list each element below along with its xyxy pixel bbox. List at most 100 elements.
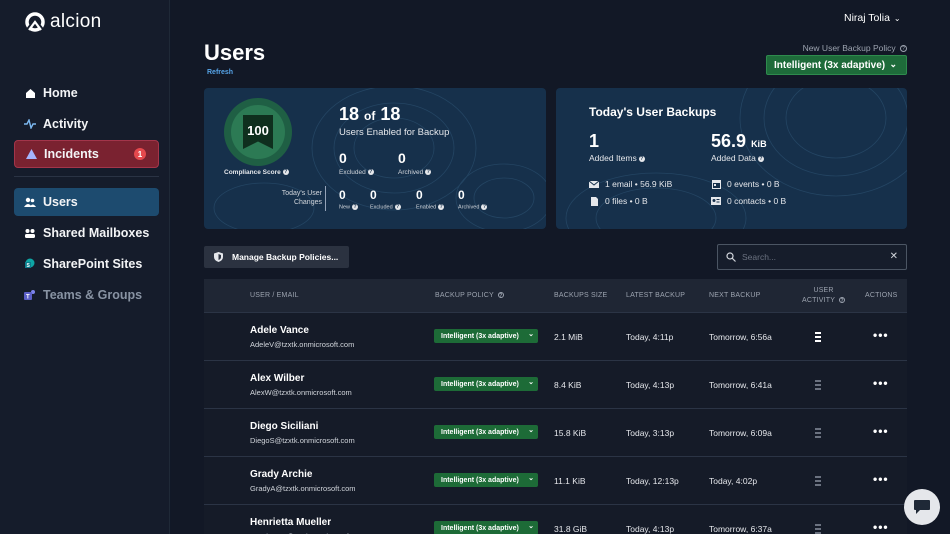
backups-title: Today's User Backups <box>589 105 717 119</box>
sidebar-item-users[interactable]: Users <box>14 188 159 216</box>
sidebar-item-incidents[interactable]: Incidents 1 <box>14 140 159 168</box>
activity-header-text: ACTIVITY <box>802 297 835 304</box>
sidebar-item-activity[interactable]: Activity <box>14 110 159 138</box>
user-activity-icon[interactable] <box>815 524 821 534</box>
enabled-change-count: 0 <box>416 188 423 202</box>
more-actions-icon[interactable]: ••• <box>873 328 889 342</box>
backup-size: 31.8 GiB <box>554 524 588 534</box>
sharepoint-icon: S <box>24 258 36 270</box>
more-actions-icon[interactable]: ••• <box>873 424 889 438</box>
backup-policy-select[interactable]: Intelligent (3x adaptive) ⌄ <box>434 425 538 439</box>
user-activity-icon[interactable] <box>815 332 821 342</box>
backup-policy-select[interactable]: Intelligent (3x adaptive) ⌄ <box>434 329 538 343</box>
archived-count: 0 <box>398 150 406 166</box>
enabled-change-label: Enabled? <box>416 204 445 210</box>
next-backup: Tomorrow, 6:41a <box>709 380 772 390</box>
compliance-score-label: Compliance Score? <box>224 169 289 176</box>
close-icon[interactable]: ✕ <box>889 251 898 262</box>
column-header-size[interactable]: BACKUPS SIZE <box>554 292 608 299</box>
teams-icon: T <box>24 289 36 301</box>
backup-policy-select[interactable]: Intelligent (3x adaptive) ⌄ <box>434 521 538 534</box>
of-text: of <box>364 109 376 123</box>
help-icon[interactable]: ? <box>638 155 645 162</box>
more-actions-icon[interactable]: ••• <box>873 376 889 390</box>
mailbox-icon <box>24 227 36 239</box>
user-name[interactable]: Grady Archie <box>250 469 313 480</box>
table-row[interactable]: Henrietta Mueller HenriettaM@tzxtk.onmicr… <box>204 505 907 534</box>
help-icon[interactable]: ? <box>757 155 764 162</box>
policy-select-value: Intelligent (3x adaptive) <box>774 59 886 71</box>
more-actions-icon[interactable]: ••• <box>873 520 889 534</box>
user-name[interactable]: Henrietta Mueller <box>250 517 332 528</box>
help-icon[interactable]: ? <box>481 204 488 210</box>
more-actions-icon[interactable]: ••• <box>873 472 889 486</box>
compliance-score-inner: 100 <box>231 105 285 159</box>
excluded-count: 0 <box>339 150 347 166</box>
new-policy-label: New User Backup Policy ? <box>803 43 907 53</box>
user-activity-icon[interactable] <box>815 476 821 486</box>
calendar-icon <box>711 179 721 189</box>
policy-header-text: BACKUP POLICY <box>435 292 494 299</box>
incidents-badge: 1 <box>134 148 146 160</box>
help-icon[interactable]: ? <box>438 204 445 210</box>
manage-backup-policies-button[interactable]: Manage Backup Policies... <box>204 246 349 268</box>
svg-text:S: S <box>27 263 31 269</box>
sidebar-item-label: Teams & Groups <box>43 288 143 302</box>
column-header-activity[interactable]: USER ACTIVITY ? <box>802 286 846 306</box>
table-row[interactable]: Grady Archie GradyA@tzxtk.onmicrosoft.com… <box>204 457 907 505</box>
chat-support-button[interactable] <box>904 489 940 525</box>
help-icon[interactable]: ? <box>900 45 907 53</box>
help-icon[interactable]: ? <box>367 169 374 176</box>
home-icon <box>24 87 36 99</box>
sidebar-item-home[interactable]: Home <box>14 79 159 107</box>
column-header-user[interactable]: USER / EMAIL <box>250 292 299 299</box>
user-menu[interactable]: Niraj Tolia ⌄ <box>844 9 924 27</box>
users-icon <box>24 196 36 208</box>
column-header-next[interactable]: NEXT BACKUP <box>709 292 761 299</box>
table-row[interactable]: Alex Wilber AlexW@tzxtk.onmicrosoft.com In… <box>204 361 907 409</box>
help-icon[interactable]: ? <box>394 204 401 210</box>
search-input[interactable] <box>742 252 882 262</box>
table-row[interactable]: Adele Vance AdeleV@tzxtk.onmicrosoft.com I… <box>204 313 907 361</box>
backup-policy-select[interactable]: Intelligent (3x adaptive) ⌄ <box>434 473 538 487</box>
help-icon[interactable]: ? <box>425 169 432 176</box>
refresh-link[interactable]: Refresh <box>207 69 234 76</box>
contact-card-icon <box>711 197 721 205</box>
column-header-latest[interactable]: LATEST BACKUP <box>626 292 686 299</box>
table-row[interactable]: Diego Siciliani DiegoS@tzxtk.onmicrosoft.… <box>204 409 907 457</box>
compliance-score-value: 100 <box>243 115 273 149</box>
backup-policy-select[interactable]: Intelligent (3x adaptive) ⌄ <box>434 377 538 391</box>
change-label-text: Archived <box>458 204 480 211</box>
compliance-score-text: Compliance Score <box>224 169 281 176</box>
sidebar-item-shared-mailboxes[interactable]: Shared Mailboxes <box>14 219 159 247</box>
user-name[interactable]: Adele Vance <box>250 325 309 336</box>
help-icon[interactable]: ? <box>839 297 846 305</box>
archived-change-label: Archived? <box>458 204 488 211</box>
help-icon[interactable]: ? <box>352 204 359 210</box>
table-header: USER / EMAIL BACKUP POLICY ? BACKUPS SIZ… <box>204 279 907 313</box>
brand-name: alcion <box>50 11 102 32</box>
user-email: AlexW@tzxtk.onmicrosoft.com <box>250 388 352 397</box>
new-policy-select[interactable]: Intelligent (3x adaptive) ⌄ <box>766 55 907 75</box>
contacts-stat-text: 0 contacts • 0 B <box>727 196 787 206</box>
user-name: Niraj Tolia <box>844 12 890 24</box>
excluded-change-label: Excluded? <box>370 204 401 210</box>
excluded-label: Excluded? <box>339 169 374 176</box>
next-backup: Today, 4:02p <box>709 476 758 486</box>
sidebar-item-sharepoint-sites[interactable]: S SharePoint Sites <box>14 250 159 278</box>
chevron-down-icon: ⌄ <box>889 59 897 69</box>
user-activity-icon[interactable] <box>815 428 821 438</box>
user-name[interactable]: Diego Siciliani <box>250 421 319 432</box>
help-icon[interactable]: ? <box>497 292 504 300</box>
user-activity-icon[interactable] <box>815 380 821 390</box>
help-icon[interactable]: ? <box>282 169 289 176</box>
added-data-value: 56.9 KiB <box>711 131 767 152</box>
files-stat-text: 0 files • 0 B <box>605 196 648 206</box>
sidebar-item-teams-groups[interactable]: T Teams & Groups <box>14 281 159 309</box>
policy-value: Intelligent (3x adaptive) <box>441 524 519 532</box>
logo[interactable]: alcion <box>24 11 101 33</box>
enabled-number: 18 <box>339 104 360 124</box>
user-name[interactable]: Alex Wilber <box>250 373 305 384</box>
column-header-policy[interactable]: BACKUP POLICY ? <box>435 292 504 299</box>
